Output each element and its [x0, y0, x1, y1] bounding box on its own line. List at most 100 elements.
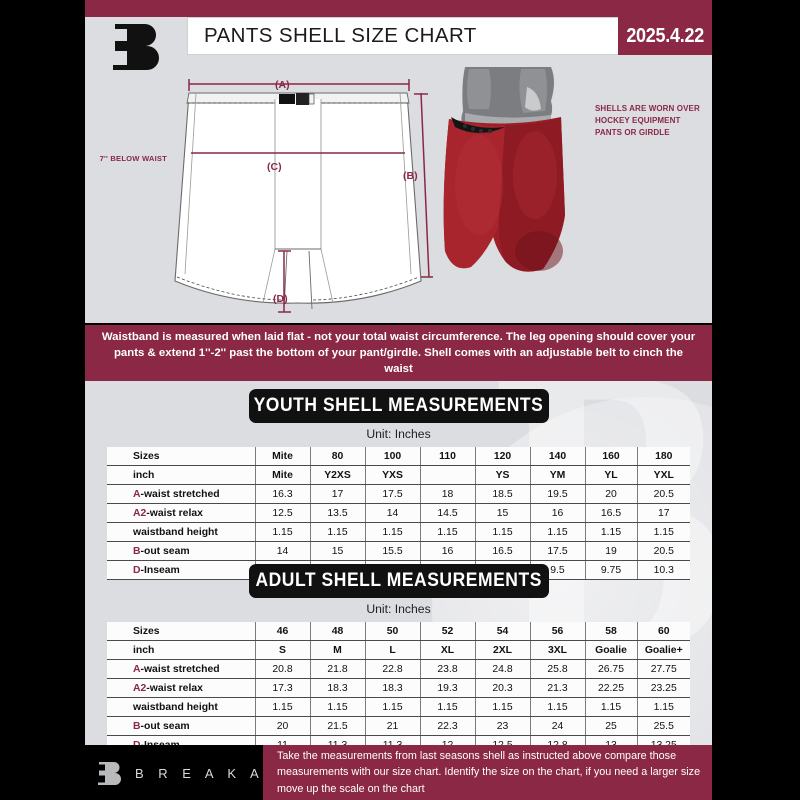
table-cell: 17 [636, 503, 690, 523]
table-cell: 110 [419, 447, 476, 466]
table-cell: 1.15 [254, 697, 311, 717]
table-cell: 22.3 [419, 716, 476, 736]
table-cell: 180 [636, 447, 690, 466]
table-cell: XL [419, 640, 476, 660]
table-cell: 23.8 [419, 659, 476, 679]
table-cell: 21.3 [529, 678, 586, 698]
table-cell: YXS [364, 465, 421, 485]
diagram-area: (A) (B) (C) (D) 7'' BELOW WAIST [85, 65, 712, 323]
table-cell: 1.15 [364, 697, 421, 717]
table-cell: Y2XS [309, 465, 366, 485]
table-cell: 80 [309, 447, 366, 466]
table-cell: Mite [254, 465, 311, 485]
table-cell: 16.3 [254, 484, 311, 504]
table-cell: 9.75 [584, 560, 638, 580]
table-cell: 120 [474, 447, 531, 466]
table-cell [419, 465, 476, 485]
breakaway-b-logo-icon [98, 762, 121, 785]
table-cell: 11.3 [364, 735, 421, 745]
table-cell: 18.3 [309, 678, 366, 698]
dimension-label-a: (A) [275, 79, 290, 91]
table-cell: YXL [636, 465, 690, 485]
table-row: A2-waist relax 12.5 13.5 14 14.5 15 16 16.5 17 [107, 503, 690, 523]
date-text: 2025.4.22 [626, 24, 704, 47]
shell-technical-drawing [174, 79, 433, 313]
row-label: waistband height [107, 697, 256, 717]
row-label: B-out seam [107, 541, 256, 561]
table-cell: 16 [529, 503, 586, 523]
table-cell: 1.15 [419, 697, 476, 717]
table-cell: 21.8 [309, 659, 366, 679]
table-cell: 48 [309, 622, 366, 641]
table-cell: 60 [636, 622, 690, 641]
table-cell: 12 [419, 735, 476, 745]
table-cell: 16 [419, 541, 476, 561]
table-cell: M [309, 640, 366, 660]
dimension-label-d: (D) [273, 293, 288, 305]
table-cell: 1.15 [309, 522, 366, 542]
table-cell: 1.15 [364, 522, 421, 542]
page-title: PANTS SHELL SIZE CHART [187, 17, 619, 55]
table-cell: 10.3 [636, 560, 690, 580]
table-cell: 27.75 [636, 659, 690, 679]
table-row: A-waist stretched 20.8 21.8 22.8 23.8 24.8 25.… [107, 659, 690, 679]
table-cell: 56 [529, 622, 586, 641]
table-cell: 26.75 [584, 659, 638, 679]
table-cell: 18.3 [364, 678, 421, 698]
table-cell: 19.3 [419, 678, 476, 698]
product-photo [443, 67, 565, 272]
table-cell: 20.5 [636, 484, 690, 504]
table-row: inch S M L XL 2XL 3XL Goalie Goalie+ [107, 640, 690, 660]
table-cell: 1.15 [636, 697, 690, 717]
table-cell: Goalie [584, 640, 638, 660]
table-cell: 17.5 [364, 484, 421, 504]
table-cell: Mite [254, 447, 311, 466]
row-label: A-waist stretched [107, 659, 256, 679]
table-cell: S [254, 640, 311, 660]
table-cell: 13.25 [636, 735, 690, 745]
adult-section: ADULT SHELL MEASUREMENTS Unit: Inches Si… [85, 564, 712, 745]
row-label-marker: D [133, 564, 141, 576]
adult-heading-text: ADULT SHELL MEASUREMENTS [255, 570, 542, 591]
table-cell: 22.8 [364, 659, 421, 679]
youth-heading-text: YOUTH SHELL MEASUREMENTS [253, 395, 544, 416]
table-cell: 20.8 [254, 659, 311, 679]
table-row: A2-waist relax 17.3 18.3 18.3 19.3 20.3 21.3 22… [107, 678, 690, 698]
table-row: waistband height 1.15 1.15 1.15 1.15 1.15 1.15… [107, 697, 690, 717]
table-cell: 20 [254, 716, 311, 736]
table-cell: 17 [309, 484, 366, 504]
table-cell: 17.5 [529, 541, 586, 561]
table-cell: 14 [364, 503, 421, 523]
table-cell: 15.5 [364, 541, 421, 561]
table-cell: 15 [309, 541, 366, 561]
table-cell: 100 [364, 447, 421, 466]
top-accent-strip [85, 0, 712, 17]
table-cell: 140 [529, 447, 586, 466]
table-cell: YS [474, 465, 531, 485]
youth-section: YOUTH SHELL MEASUREMENTS Unit: Inches Si… [85, 389, 712, 580]
row-label: B-out seam [107, 716, 256, 736]
table-cell: 160 [584, 447, 638, 466]
table-cell: YL [584, 465, 638, 485]
table-cell: 21 [364, 716, 421, 736]
table-cell: 17.3 [254, 678, 311, 698]
header: PANTS SHELL SIZE CHART 2025.4.22 [85, 17, 712, 70]
table-cell: 21.5 [309, 716, 366, 736]
table-cell: Goalie+ [636, 640, 690, 660]
table-cell: 14 [254, 541, 311, 561]
table-cell: 50 [364, 622, 421, 641]
footer-note-text: Take the measurements from last seasons … [277, 750, 701, 795]
table-cell: 20 [584, 484, 638, 504]
table-cell: 25 [584, 716, 638, 736]
table-cell: 18.5 [474, 484, 531, 504]
adult-unit-label: Unit: Inches [366, 602, 431, 616]
row-label-marker: A2 [133, 682, 147, 694]
table-cell: 58 [584, 622, 638, 641]
table-cell: 1.15 [254, 522, 311, 542]
row-label-marker: B [133, 720, 141, 732]
row-label: Sizes [107, 622, 256, 641]
table-cell: 1.15 [584, 697, 638, 717]
row-label-marker: B [133, 545, 141, 557]
table-cell: 25.8 [529, 659, 586, 679]
